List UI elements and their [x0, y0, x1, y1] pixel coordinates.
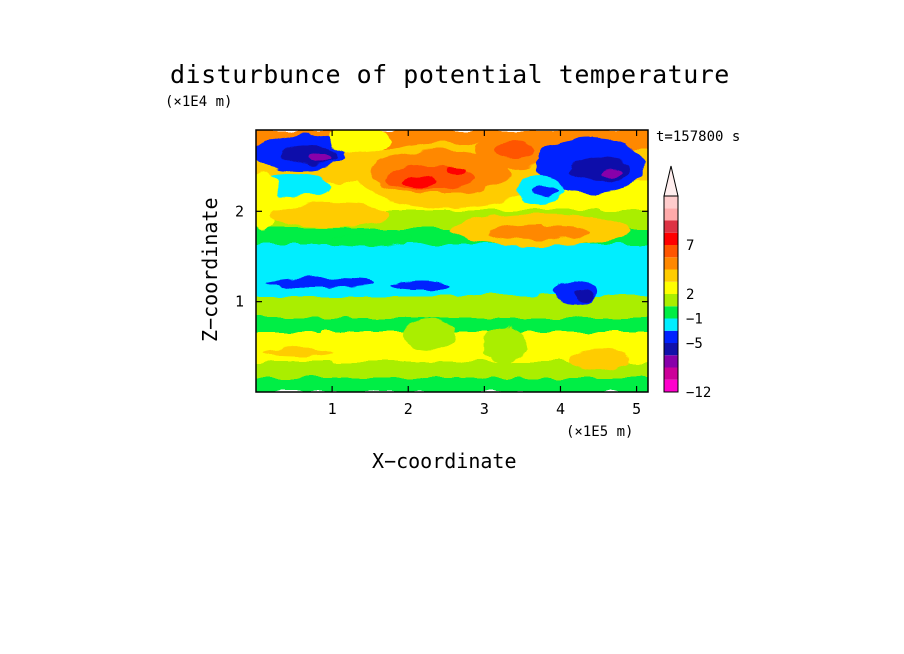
contour-blob: [570, 158, 630, 182]
x-tick-label: 5: [632, 400, 641, 418]
contour-band: [256, 378, 648, 392]
contour-band: [256, 318, 648, 334]
colorbar-level: [664, 281, 678, 294]
colorbar-level: [664, 245, 678, 258]
colorbar-level: [664, 379, 678, 392]
contour-blob: [495, 142, 535, 158]
colorbar-level: [664, 306, 678, 319]
y-tick-label: 2: [235, 202, 244, 220]
y-tick-label: 1: [235, 293, 244, 311]
colorbar: −12−5−127: [663, 165, 711, 401]
contour-blob: [256, 170, 280, 230]
x-tick-label: 1: [328, 400, 337, 418]
colorbar-tick-label: 2: [686, 287, 694, 303]
time-label: t=157800 s: [656, 129, 741, 145]
contour-blob: [483, 327, 527, 363]
colorbar-tick-label: −12: [686, 385, 711, 401]
contour-blob: [265, 348, 335, 356]
contour-blob: [265, 278, 375, 288]
colorbar-extend-arrow: [663, 165, 679, 197]
contour-blob: [490, 225, 590, 239]
colorbar-level: [664, 343, 678, 356]
colorbar-level: [664, 355, 678, 368]
contour-blob: [404, 319, 456, 351]
contour-blob: [575, 290, 595, 300]
contour-blob: [402, 176, 438, 188]
colorbar-level: [664, 196, 678, 209]
colorbar-level: [664, 294, 678, 307]
contour-blob: [330, 130, 390, 154]
x-tick-label: 2: [404, 400, 413, 418]
colorbar-level: [664, 220, 678, 233]
colorbar-frame: [663, 195, 679, 393]
contour-blob: [282, 145, 338, 165]
x-tick-label: 3: [480, 400, 489, 418]
colorbar-level: [664, 208, 678, 221]
plot-frame: [255, 129, 649, 393]
contour-blob: [308, 153, 332, 163]
contour-field: [256, 130, 648, 392]
contour-blob: [390, 282, 450, 290]
colorbar-tick-label: −1: [686, 312, 703, 328]
colorbar-level: [664, 330, 678, 343]
colorbar-tick-label: 7: [686, 238, 694, 254]
chart-title: disturbunce of potential temperature: [170, 60, 730, 89]
colorbar-level: [664, 257, 678, 270]
colorbar-tick-label: −5: [686, 336, 703, 352]
contour-blob: [600, 167, 620, 177]
colorbar-level: [664, 318, 678, 331]
contour-blob: [330, 234, 410, 246]
colorbar-level: [664, 232, 678, 245]
colorbar-level: [664, 367, 678, 380]
x-tick-label: 4: [556, 400, 565, 418]
colorbar-level: [664, 269, 678, 282]
x-axis-label: X−coordinate: [372, 449, 517, 473]
y-axis: 12: [235, 202, 648, 311]
x-axis: 1 2 3 4 5: [328, 130, 641, 418]
y-axis-unit: (×1E4 m): [165, 94, 233, 110]
contour-blob: [531, 186, 559, 198]
contour-blob: [270, 203, 390, 227]
x-axis-unit: (×1E5 m): [566, 424, 634, 440]
contour-blob: [570, 350, 630, 370]
contour-bands: [256, 130, 648, 392]
contour-blob: [445, 166, 465, 174]
